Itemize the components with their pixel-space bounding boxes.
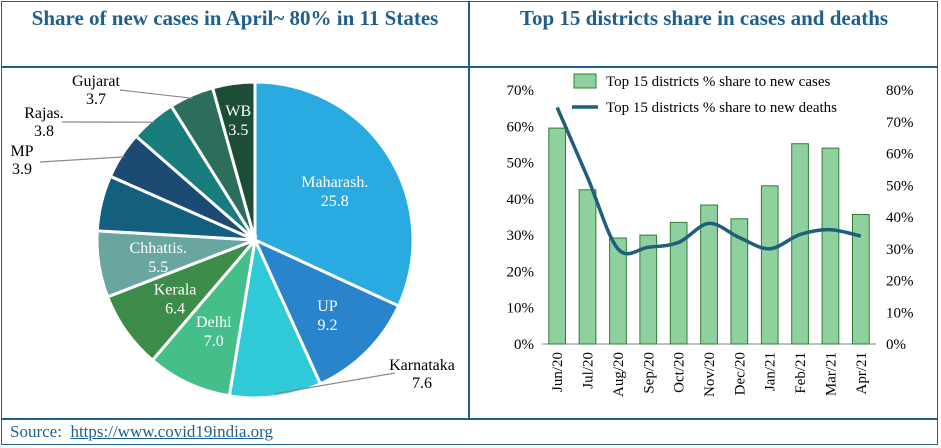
right-y-tick-label: 40% bbox=[886, 210, 914, 226]
pie-slice bbox=[251, 236, 401, 386]
x-tick-label: Oct/20 bbox=[672, 352, 688, 393]
left-y-tick-label: 70% bbox=[507, 83, 535, 99]
bar-share-cases bbox=[669, 221, 688, 345]
pie-slice bbox=[150, 234, 258, 398]
pie-slice-value: 9.2 bbox=[317, 317, 337, 334]
title-divider bbox=[1, 66, 938, 68]
legend-bar-swatch bbox=[573, 73, 597, 89]
source-line: Source: https://www.covid19india.org bbox=[10, 422, 273, 442]
source-divider bbox=[1, 418, 938, 420]
bar-share-cases bbox=[791, 143, 809, 345]
bar-share-cases bbox=[639, 234, 658, 345]
bar-share-cases bbox=[700, 204, 718, 345]
right-y-tick-label: 80% bbox=[886, 83, 914, 99]
pie-slice-label: Rajas. bbox=[24, 105, 64, 122]
right-y-tick-label: 30% bbox=[886, 242, 914, 258]
left-y-tick-label: 0% bbox=[514, 337, 534, 353]
right-y-tick-label: 10% bbox=[886, 305, 914, 321]
pie-slice-value: 3.7 bbox=[86, 91, 106, 108]
pie-slice-value: 6.4 bbox=[165, 301, 185, 318]
pie-slice-value: 3.8 bbox=[34, 123, 54, 140]
combo-chart: 0% 10% 20% 30% 40% 50% 60% 70% 0% 10% 20% 30% 40% 50%… bbox=[507, 73, 914, 397]
pie-slice bbox=[227, 234, 323, 400]
pie-chart-title: Share of new cases in April~ 80% in 11 S… bbox=[31, 6, 439, 30]
x-tick-label: Sep/20 bbox=[641, 352, 657, 394]
right-y-tick-label: 20% bbox=[886, 274, 914, 290]
pie-slice-label: Kerala bbox=[154, 282, 197, 299]
bar-share-cases bbox=[609, 237, 627, 345]
x-tick-label: Apr/21 bbox=[854, 352, 870, 395]
pie-slice-label: WB bbox=[225, 103, 251, 120]
right-y-tick-label: 0% bbox=[886, 337, 906, 353]
bar-share-cases bbox=[760, 185, 779, 345]
pie-slice bbox=[253, 80, 415, 308]
pie-slice-value: 3.9 bbox=[12, 161, 32, 178]
bar-share-cases bbox=[852, 214, 870, 345]
pie-slice-label: Gujarat bbox=[72, 73, 121, 90]
right-y-tick-label: 60% bbox=[886, 147, 914, 163]
pie-slice-value: 7.0 bbox=[204, 333, 224, 350]
pie-slice-label: Maharash. bbox=[301, 174, 368, 191]
x-tick-label: Jan/21 bbox=[763, 352, 779, 391]
source-label: Source: bbox=[10, 422, 62, 441]
pie-slice-value: 25.8 bbox=[321, 193, 349, 210]
pie-slice-label: MP bbox=[10, 143, 33, 160]
pie-leader-line bbox=[39, 156, 125, 163]
left-y-tick-label: 30% bbox=[507, 228, 535, 244]
pie-slice-value: 7.6 bbox=[412, 375, 432, 392]
right-y-tick-label: 50% bbox=[886, 178, 914, 194]
bar-share-cases bbox=[821, 147, 840, 345]
pie-slice-label: Delhi bbox=[196, 314, 232, 331]
pie-slice bbox=[210, 80, 257, 241]
bar-share-cases bbox=[730, 218, 749, 345]
pie-leader-line bbox=[119, 89, 193, 99]
line-share-deaths bbox=[555, 106, 862, 256]
panel-divider bbox=[468, 1, 470, 419]
bar-share-cases bbox=[548, 127, 567, 345]
pie-slice-label: Karnataka bbox=[389, 357, 455, 374]
pie-leader-line bbox=[275, 372, 396, 395]
x-tick-label: Jun/20 bbox=[550, 352, 566, 392]
pie-slice-value: 3.5 bbox=[228, 122, 248, 139]
x-tick-label: Mar/21 bbox=[823, 352, 839, 396]
legend-line-label: Top 15 districts % share to new deaths bbox=[606, 100, 837, 116]
legend-bar-label: Top 15 districts % share to new cases bbox=[606, 74, 830, 90]
left-y-tick-label: 10% bbox=[507, 301, 535, 317]
combo-chart-title: Top 15 districts share in cases and deat… bbox=[519, 6, 889, 30]
left-y-tick-label: 20% bbox=[507, 264, 535, 280]
left-y-tick-label: 60% bbox=[507, 119, 535, 135]
pie-slice-value: 5.5 bbox=[148, 259, 168, 276]
bar-share-cases bbox=[578, 189, 597, 345]
pie-slice-label: Chhattis. bbox=[130, 240, 187, 257]
x-tick-label: Feb/21 bbox=[793, 352, 809, 394]
pie-slice-label: UP bbox=[317, 298, 338, 315]
left-y-tick-label: 50% bbox=[507, 156, 535, 172]
left-y-tick-label: 40% bbox=[507, 192, 535, 208]
source-link[interactable]: https://www.covid19india.org bbox=[70, 422, 274, 441]
x-tick-label: Nov/20 bbox=[702, 352, 718, 397]
x-tick-label: Aug/20 bbox=[611, 352, 627, 397]
x-tick-label: Dec/20 bbox=[732, 352, 748, 395]
x-tick-label: Jul/20 bbox=[581, 352, 597, 389]
right-y-tick-label: 70% bbox=[886, 115, 914, 131]
